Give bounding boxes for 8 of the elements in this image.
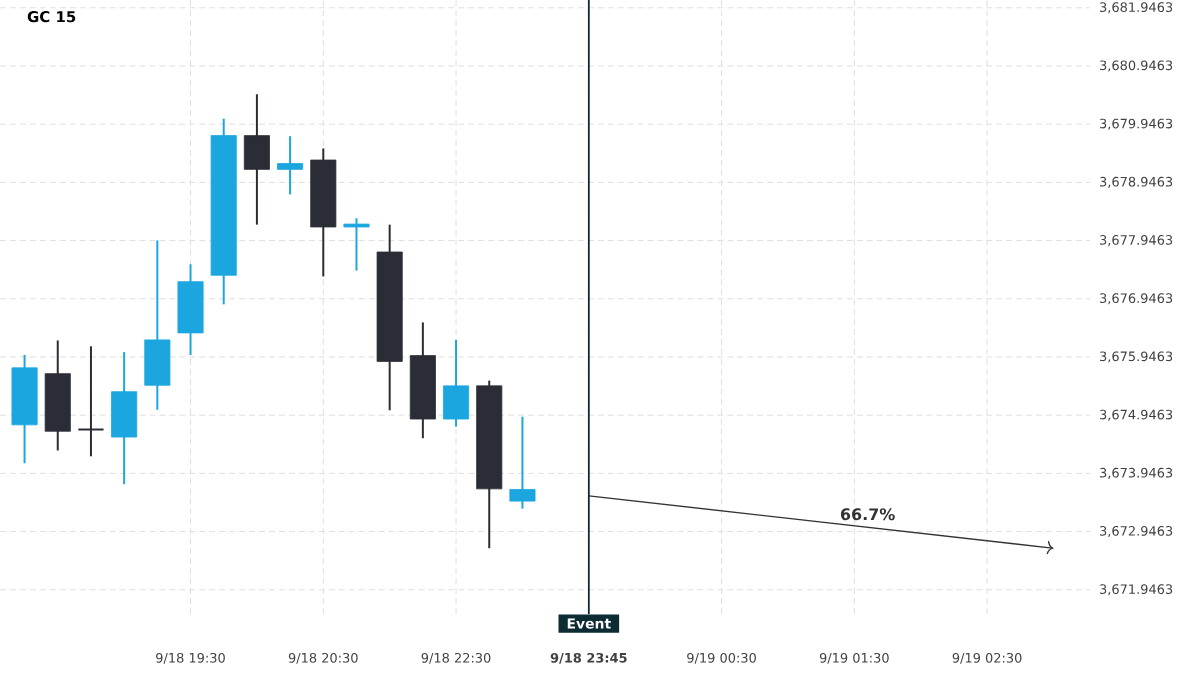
candlestick bbox=[243, 93, 270, 226]
candlestick bbox=[443, 338, 470, 428]
candlestick bbox=[509, 415, 536, 510]
candlestick bbox=[144, 239, 171, 411]
candlestick bbox=[111, 351, 138, 486]
candlestick bbox=[343, 217, 370, 272]
candlestick bbox=[77, 345, 105, 458]
candlestick bbox=[277, 135, 304, 196]
